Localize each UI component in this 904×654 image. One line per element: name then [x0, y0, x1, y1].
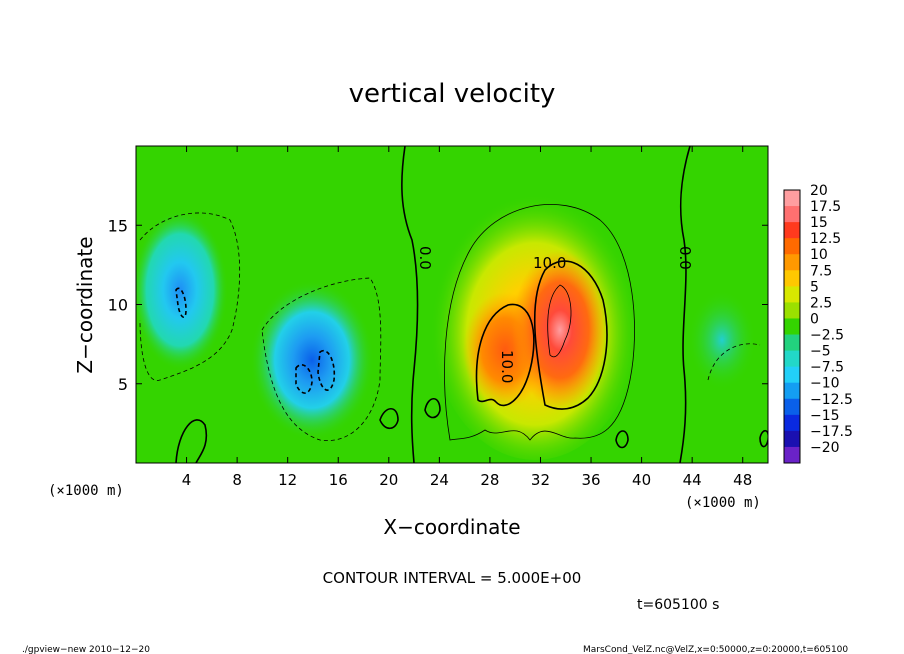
colorbar: 2017.51512.5107.552.50−2.5−5−7.5−10−12.5…	[783, 183, 853, 464]
colorbar-swatch	[784, 430, 800, 448]
colorbar-swatch	[784, 382, 800, 400]
colorbar-label: 10	[810, 247, 828, 263]
contour-small-2	[379, 407, 399, 430]
contour-neg10-left	[175, 287, 187, 318]
x-tick-label: 28	[480, 471, 499, 489]
contour-zero-left	[401, 146, 419, 463]
downdraft-right	[688, 290, 756, 390]
contour-5	[444, 204, 635, 441]
colorbar-label: 15	[810, 215, 828, 231]
colorbar-swatch	[784, 222, 800, 239]
colorbar-label: 7.5	[810, 263, 832, 279]
contour-small-5	[759, 429, 768, 448]
x-unit-right: (×1000 m)	[685, 495, 761, 511]
colorbar-label: −12.5	[810, 392, 853, 408]
colorbar-label: −5	[810, 344, 831, 360]
contour-label-ten-left: 10.0	[498, 350, 516, 383]
y-tick-label: 15	[108, 216, 128, 235]
contour-small-4	[615, 430, 629, 449]
colorbar-swatch	[784, 254, 800, 271]
colorbar-label: 2.5	[810, 295, 832, 311]
x-tick-label: 12	[278, 471, 297, 489]
contour-neg5-left	[139, 212, 241, 381]
contour-interval-text: CONTOUR INTERVAL = 5.000E+00	[323, 569, 582, 587]
colorbar-swatch	[784, 366, 800, 384]
heatmap-field	[136, 146, 768, 463]
downdraft-center	[250, 280, 374, 440]
colorbar-swatch	[784, 398, 800, 416]
contour-neg5-right	[707, 343, 761, 381]
footer-left: ./gpview−new 2010−12−20	[22, 645, 150, 654]
contour-neg10-b	[317, 349, 336, 391]
colorbar-label: −7.5	[810, 360, 844, 376]
x-axis: 4 8 12 16 20 24 28 32 36 40 44 48	[182, 146, 752, 489]
y-axis: 5 10 15	[108, 216, 768, 394]
colorbar-swatch	[784, 190, 800, 207]
colorbar-label: 5	[810, 279, 819, 295]
colorbar-swatch	[784, 270, 800, 287]
downdraft-left	[136, 210, 228, 370]
x-tick-label: 36	[581, 471, 600, 489]
x-tick-label: 32	[531, 471, 550, 489]
x-tick-label: 24	[430, 471, 449, 489]
colorbar-swatch	[784, 414, 800, 432]
contour-small-3	[424, 397, 441, 419]
x-tick-label: 8	[232, 471, 242, 489]
contour-neg10-a	[295, 364, 313, 394]
contour-label-zero-right: 0.0	[676, 246, 694, 270]
contour-zero-right	[679, 146, 691, 463]
contour-10-left	[475, 303, 535, 407]
colorbar-swatch	[784, 350, 800, 368]
x-tick-label: 40	[632, 471, 651, 489]
colorbar-label: −17.5	[810, 424, 853, 440]
colorbar-label: 20	[810, 183, 828, 199]
colorbar-swatch	[784, 206, 800, 223]
colorbar-swatch	[784, 334, 800, 352]
colorbar-label: −15	[810, 408, 840, 424]
colorbar-swatch	[784, 302, 800, 319]
colorbar-swatch	[784, 446, 800, 464]
colorbar-label: −20	[810, 440, 840, 456]
x-tick-label: 4	[182, 471, 192, 489]
x-tick-label: 16	[329, 471, 348, 489]
colorbar-swatch	[784, 238, 800, 255]
x-tick-label: 48	[733, 471, 752, 489]
contour-neg5-center	[261, 277, 382, 442]
y-tick-label: 10	[108, 296, 128, 315]
y-axis-title: Z−coordinate	[73, 236, 97, 373]
contour-15	[547, 284, 572, 358]
contour-10-right	[533, 260, 608, 410]
time-text: t=605100 s	[637, 597, 719, 613]
y-tick-label: 5	[118, 375, 128, 394]
colorbar-label: −2.5	[810, 328, 844, 344]
contour-small-1	[175, 419, 208, 463]
footer-right: MarsCond_VelZ.nc@VelZ,x=0:50000,z=0:2000…	[583, 645, 848, 654]
colorbar-swatch	[784, 318, 800, 336]
colorbar-swatch	[784, 286, 800, 303]
contour-label-zero-left: 0.0	[416, 246, 434, 270]
x-axis-title: X−coordinate	[383, 515, 520, 539]
chart-title: vertical velocity	[349, 79, 556, 109]
colorbar-label: 0	[810, 311, 819, 327]
colorbar-label: −10	[810, 376, 840, 392]
contour-label-ten-top: 10.0	[533, 254, 566, 272]
colorbar-frame	[783, 189, 801, 464]
x-tick-label: 44	[683, 471, 702, 489]
colorbar-label: 17.5	[810, 199, 841, 215]
x-unit-left: (×1000 m)	[48, 483, 124, 499]
x-tick-label: 20	[379, 471, 398, 489]
updraft-core-right	[512, 250, 608, 410]
colorbar-label: 12.5	[810, 231, 841, 247]
